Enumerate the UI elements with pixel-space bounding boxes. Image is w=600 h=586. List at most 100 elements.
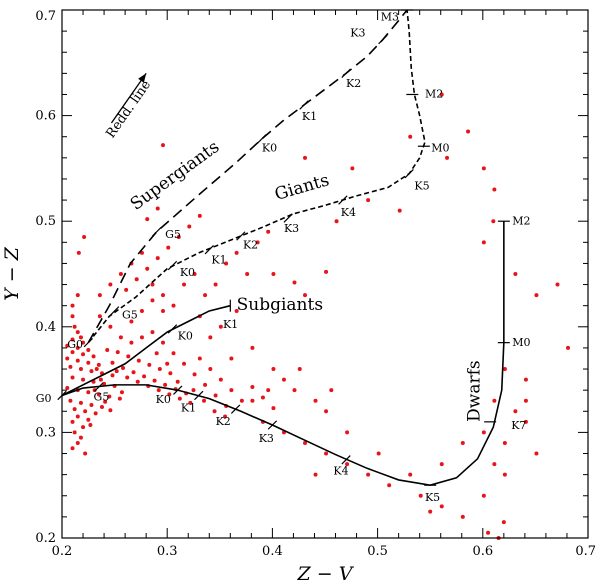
data-point bbox=[218, 324, 223, 329]
data-point bbox=[250, 398, 255, 403]
data-point bbox=[408, 134, 413, 139]
data-point bbox=[313, 398, 318, 403]
data-point bbox=[157, 367, 162, 372]
data-point bbox=[255, 240, 260, 245]
data-point bbox=[152, 378, 157, 383]
data-point bbox=[481, 493, 486, 498]
data-point bbox=[376, 451, 381, 456]
data-point bbox=[408, 472, 413, 477]
y-tick-label: 0.5 bbox=[35, 214, 56, 229]
spectral-tick bbox=[167, 324, 178, 334]
data-point bbox=[513, 272, 518, 276]
spectral-label: K4 bbox=[341, 206, 356, 219]
spectral-label: G0 bbox=[67, 338, 83, 351]
spectral-tick bbox=[194, 390, 204, 401]
spectral-label: K0 bbox=[180, 266, 195, 279]
data-point bbox=[65, 356, 70, 361]
data-point bbox=[139, 308, 144, 313]
spectral-label: K2 bbox=[216, 415, 231, 428]
data-point bbox=[445, 155, 450, 160]
spectral-label: G0 bbox=[36, 392, 52, 405]
data-point bbox=[145, 266, 150, 271]
data-point bbox=[166, 245, 171, 250]
data-point bbox=[491, 219, 496, 224]
spectral-label: G5 bbox=[94, 391, 110, 404]
x-tick-label: 0.4 bbox=[262, 544, 283, 559]
data-point bbox=[139, 335, 144, 340]
sequence-curves bbox=[61, 9, 505, 487]
data-point bbox=[81, 340, 86, 345]
data-point bbox=[197, 213, 202, 218]
data-point bbox=[481, 430, 486, 435]
x-tick-label: 0.5 bbox=[367, 544, 388, 559]
data-point bbox=[281, 377, 286, 382]
data-point bbox=[182, 361, 187, 366]
data-point bbox=[75, 345, 80, 350]
data-point bbox=[191, 388, 196, 393]
spectral-tick bbox=[83, 337, 93, 348]
data-point bbox=[136, 358, 141, 363]
data-point bbox=[94, 367, 99, 372]
data-point bbox=[160, 308, 165, 313]
spectral-tick bbox=[257, 134, 267, 144]
sequence-label: Subgiants bbox=[237, 295, 323, 315]
data-point bbox=[502, 440, 507, 445]
data-point bbox=[68, 398, 73, 403]
data-point bbox=[197, 356, 202, 361]
data-point bbox=[218, 377, 223, 382]
data-point bbox=[212, 409, 217, 414]
data-point bbox=[103, 399, 108, 404]
data-point bbox=[466, 129, 471, 134]
data-point bbox=[345, 430, 350, 435]
plot-frame bbox=[61, 9, 589, 539]
spectral-label: M0 bbox=[512, 336, 530, 349]
data-point bbox=[266, 229, 271, 234]
data-point bbox=[303, 155, 308, 160]
data-point bbox=[513, 409, 518, 414]
data-point bbox=[83, 451, 88, 456]
spectral-label: K1 bbox=[181, 401, 196, 414]
data-point bbox=[131, 370, 136, 375]
spectral-label: K4 bbox=[333, 465, 348, 478]
spectral-tick bbox=[378, 34, 388, 45]
data-point bbox=[110, 373, 115, 378]
x-tick-label: 0.6 bbox=[472, 544, 493, 559]
data-point bbox=[292, 388, 297, 393]
data-point bbox=[150, 282, 155, 287]
data-point bbox=[150, 330, 155, 335]
x-axis-title: Z − V bbox=[297, 563, 355, 585]
spectral-tick bbox=[236, 231, 246, 241]
data-point bbox=[121, 365, 126, 370]
data-point bbox=[78, 367, 83, 372]
data-point bbox=[202, 398, 207, 403]
spectral-tick bbox=[94, 382, 104, 392]
spectral-label: K0 bbox=[156, 393, 171, 406]
data-point bbox=[65, 343, 70, 348]
y-tick-label: 0.3 bbox=[35, 425, 56, 440]
data-point bbox=[208, 367, 213, 372]
data-point bbox=[303, 293, 308, 298]
data-point bbox=[78, 400, 83, 405]
sequence-label: Giants bbox=[272, 170, 331, 205]
data-point bbox=[124, 287, 129, 292]
spectral-tick bbox=[283, 213, 293, 223]
data-point bbox=[135, 379, 140, 384]
y-tick-label: 0.6 bbox=[35, 109, 56, 124]
data-point bbox=[329, 388, 334, 393]
data-point bbox=[223, 414, 228, 419]
sequence-line-giants bbox=[87, 9, 426, 344]
sequence-line-supergiants bbox=[87, 9, 408, 344]
data-point bbox=[108, 408, 113, 413]
reddening-arrow-head bbox=[138, 73, 147, 83]
data-point bbox=[171, 351, 176, 356]
data-point bbox=[129, 319, 134, 324]
spectral-label: K0 bbox=[262, 142, 277, 155]
data-point bbox=[250, 345, 255, 350]
data-point bbox=[91, 354, 96, 359]
data-point bbox=[65, 386, 70, 391]
data-point bbox=[86, 360, 91, 365]
data-point bbox=[271, 367, 276, 372]
data-point bbox=[99, 405, 104, 410]
data-point bbox=[70, 337, 75, 342]
reddening-label: Redd. line bbox=[103, 78, 154, 142]
